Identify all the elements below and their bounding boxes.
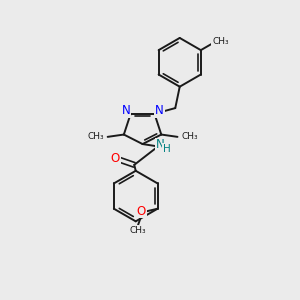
Text: O: O (136, 205, 146, 218)
Text: CH₃: CH₃ (129, 226, 146, 235)
Text: N: N (156, 138, 165, 152)
Text: CH₃: CH₃ (181, 132, 198, 141)
Text: CH₃: CH₃ (88, 132, 104, 141)
Text: N: N (122, 104, 130, 117)
Text: O: O (111, 152, 120, 164)
Text: H: H (163, 144, 171, 154)
Text: N: N (155, 104, 164, 117)
Text: CH₃: CH₃ (212, 38, 229, 46)
